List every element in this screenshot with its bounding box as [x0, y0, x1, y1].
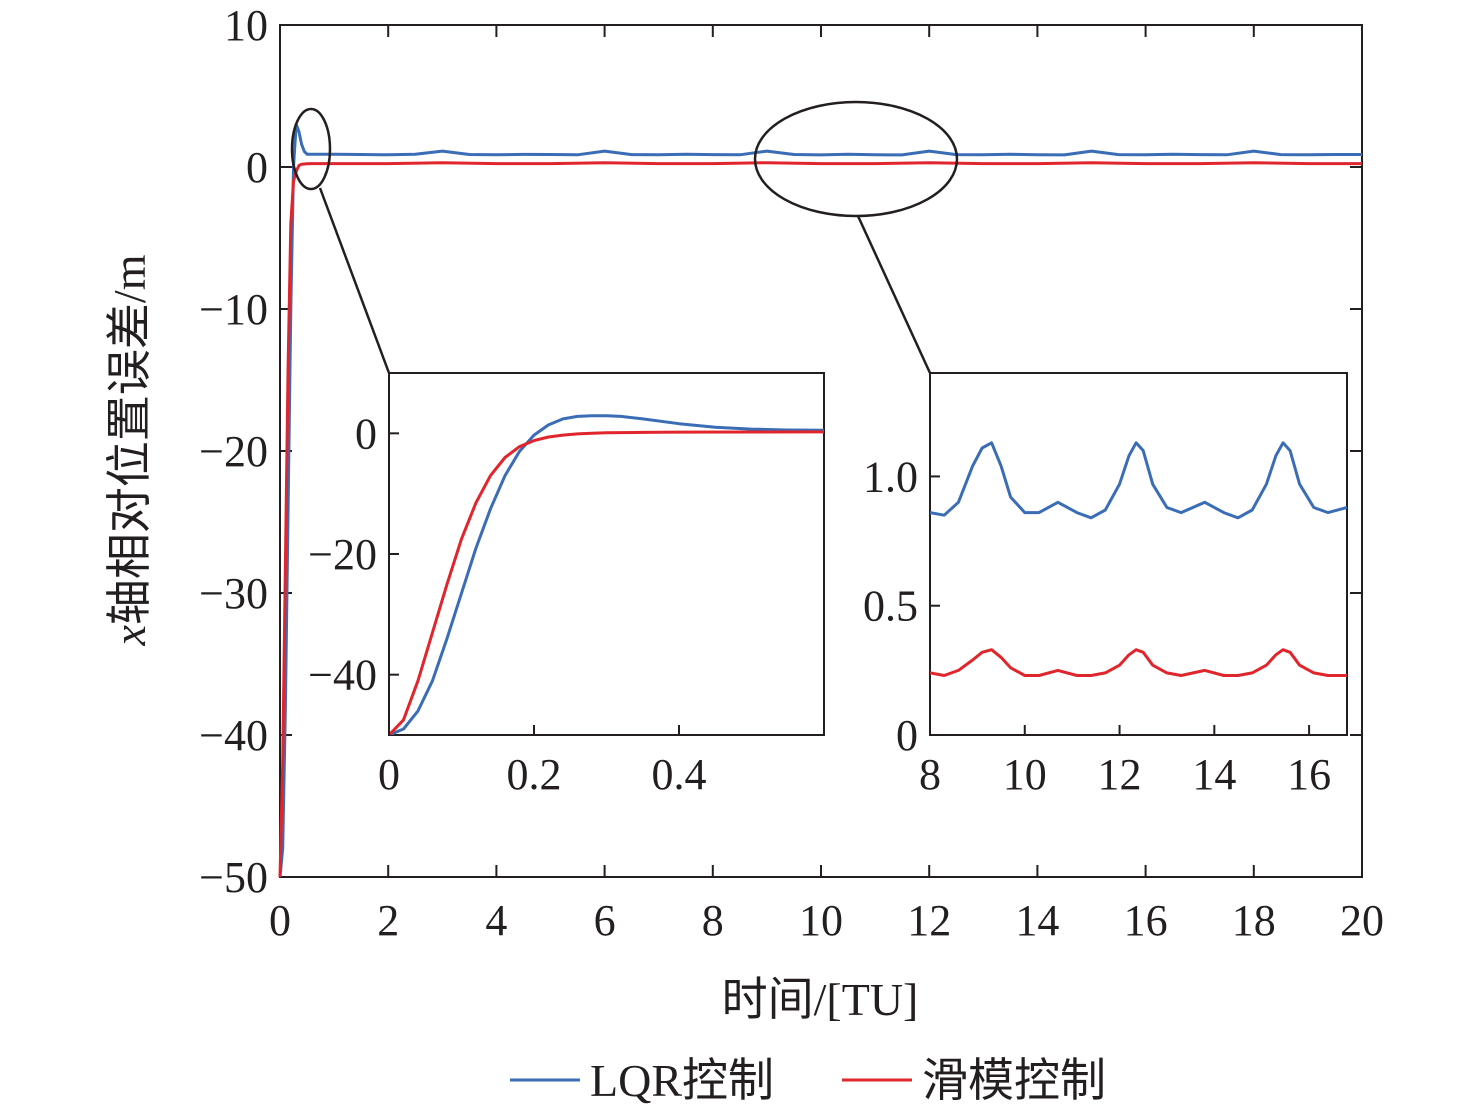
x-tick-label: 12	[907, 896, 951, 945]
x-tick-label: 4	[485, 896, 507, 945]
inset-x-tick-label: 10	[1003, 750, 1047, 799]
main-series-lines	[278, 122, 1362, 878]
inset-left-lqr-line	[389, 414, 824, 735]
main-lqr-line	[278, 122, 1362, 878]
y-tick-label: −50	[199, 853, 268, 902]
zoom-connector-right	[856, 215, 932, 374]
inset-x-tick-label: 14	[1192, 750, 1236, 799]
x-tick-label: 2	[377, 896, 399, 945]
x-tick-label: 14	[1015, 896, 1059, 945]
zoom-ellipse-left	[290, 107, 332, 191]
inset-x-tick-label: 12	[1098, 750, 1142, 799]
y-tick-label: −20	[199, 427, 268, 476]
x-tick-label: 16	[1124, 896, 1168, 945]
x-tick-label: 6	[594, 896, 616, 945]
inset-y-tick-label: −40	[308, 651, 377, 700]
legend-label-sliding: 滑模控制	[922, 1055, 1106, 1106]
inset-right-content: 8 10 12 14 16 1.0 0.5 0	[863, 441, 1347, 799]
inset-left-sliding-line	[389, 430, 824, 735]
y-axis-title-text: 轴相对位置误差/m	[104, 254, 155, 625]
y-tick-label: 0	[246, 143, 268, 192]
x-tick-label: 18	[1232, 896, 1276, 945]
inset-x-tick-label: 0	[378, 750, 400, 799]
inset-x-tick-label: 8	[919, 750, 941, 799]
y-tick-label: −40	[199, 711, 268, 760]
y-axis-title: x轴相对位置误差/m	[104, 254, 155, 646]
x-axis-title: 时间/[TU]	[722, 974, 919, 1025]
y-tick-label: −10	[199, 285, 268, 334]
inset-y-tick-label: 0	[896, 711, 918, 760]
inset-y-tick-label: 0	[355, 409, 377, 458]
x-tick-label: 20	[1340, 896, 1384, 945]
main-sliding-line	[278, 161, 1362, 878]
inset-left-content: 0 0.2 0.4 0 −20 −40	[308, 409, 824, 799]
inset-right-lqr-line	[930, 441, 1347, 520]
legend-label-lqr: LQR控制	[590, 1055, 774, 1106]
inset-right-sliding-line	[930, 648, 1347, 677]
inset-y-tick-label: 0.5	[863, 582, 918, 631]
x-tick-label: 0	[269, 896, 291, 945]
inset-y-tick-label: 1.0	[863, 452, 918, 501]
inset-x-tick-label: 16	[1287, 750, 1331, 799]
inset-left-frame	[388, 372, 825, 736]
inset-y-tick-label: −20	[308, 530, 377, 579]
zoom-ellipse-right	[753, 100, 959, 218]
main-axis-ticks: 0 2 4 6 8 10 12 14 16 18 20 10 0 −10 −20 −30 −40 −50	[199, 1, 1384, 945]
y-axis-title-var: x	[104, 624, 155, 646]
inset-x-tick-label: 0.2	[507, 750, 562, 799]
x-tick-label: 8	[702, 896, 724, 945]
inset-x-tick-label: 0.4	[652, 750, 707, 799]
inset-right-frame	[929, 372, 1348, 736]
y-tick-label: 10	[224, 1, 268, 50]
y-tick-label: −30	[199, 569, 268, 618]
zoom-connector-left	[318, 187, 391, 374]
legend: LQR控制 滑模控制	[510, 1055, 1106, 1106]
x-tick-label: 10	[799, 896, 843, 945]
svg-text:x轴相对位置误差/m: x轴相对位置误差/m	[104, 254, 155, 646]
